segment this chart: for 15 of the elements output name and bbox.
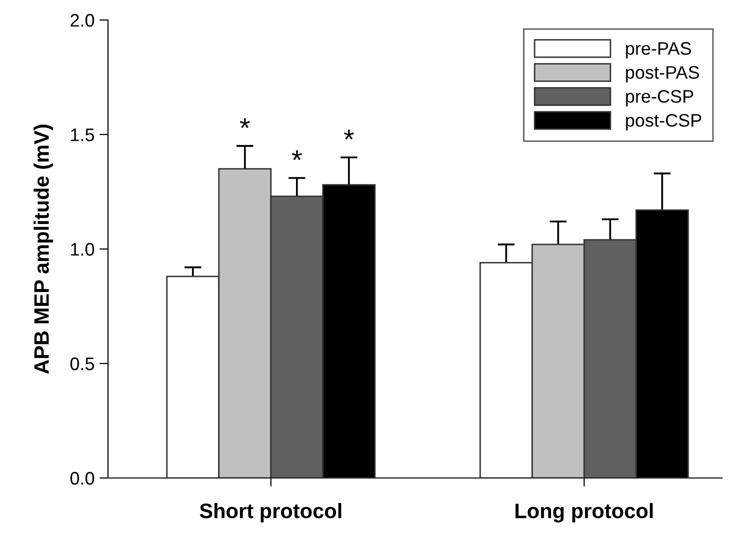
y-tick-label: 0.0	[70, 472, 94, 485]
y-tick-label: 1.5	[71, 128, 94, 142]
y-axis-title: APB MEP amplitude (mV)	[34, 124, 54, 374]
legend-label: post-CSP	[626, 114, 702, 130]
y-tick-label: 0.5	[70, 357, 94, 370]
data-label: *	[344, 130, 354, 140]
y-tick-label: 2.0	[70, 14, 94, 27]
legend-label: post-PAS	[626, 66, 699, 82]
data-label: *	[292, 150, 302, 160]
x-tick-label: Long protocol	[516, 503, 653, 523]
legend-label: pre-CSP	[626, 90, 694, 106]
x-tick-label: Short protocol	[200, 503, 342, 522]
y-tick-label: 1.0	[71, 242, 94, 256]
legend-label: pre-PAS	[626, 42, 691, 58]
data-label: *	[240, 118, 250, 128]
